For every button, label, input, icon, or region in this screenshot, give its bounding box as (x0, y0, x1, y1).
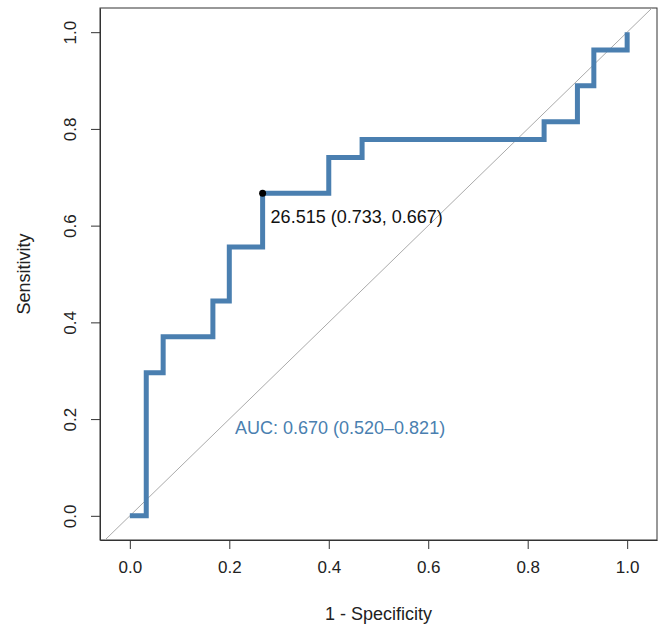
y-tick-label: 0.0 (61, 504, 80, 528)
y-tick: 0.2 (61, 408, 100, 432)
x-tick: 0.6 (417, 540, 441, 577)
y-tick-label: 0.4 (61, 311, 80, 335)
plot-area (100, 8, 657, 540)
x-axis-line (101, 540, 658, 541)
x-tick-label: 0.6 (417, 558, 441, 577)
x-tick-label: 0.8 (516, 558, 540, 577)
auc-label: AUC: 0.670 (0.520–0.821) (235, 418, 445, 438)
y-tick-mark (91, 322, 100, 323)
y-tick-label: 0.8 (61, 118, 80, 142)
y-tick: 0.8 (61, 118, 100, 142)
x-axis-title: 1 - Specificity (325, 604, 432, 624)
y-tick-label: 0.6 (61, 214, 80, 238)
x-tick-mark (428, 540, 429, 549)
x-tick: 0.0 (119, 540, 143, 577)
y-tick-mark (91, 419, 100, 420)
x-tick-mark (229, 540, 230, 549)
chart: 0.0 0.2 0.4 0.6 0.8 1.0 0.0 0.2 0.4 0.6 0.8 1.0 1 - … (0, 0, 672, 639)
y-tick-label: 0.2 (61, 408, 80, 432)
y-tick-mark (91, 32, 100, 33)
x-tick: 0.4 (317, 540, 341, 577)
y-tick-mark (91, 226, 100, 227)
roc-curve (130, 32, 627, 516)
y-tick: 0.0 (61, 504, 100, 528)
x-tick: 0.8 (516, 540, 540, 577)
y-tick-mark (91, 129, 100, 130)
y-tick-label: 1.0 (61, 21, 80, 45)
x-tick-label: 1.0 (616, 558, 640, 577)
x-axis: 0.0 0.2 0.4 0.6 0.8 1.0 (101, 540, 658, 577)
y-axis-line (100, 9, 101, 541)
x-tick-mark (528, 540, 529, 549)
x-tick: 0.2 (218, 540, 242, 577)
x-tick-label: 0.4 (317, 558, 341, 577)
y-tick-mark (91, 516, 100, 517)
y-axis-title: Sensitivity (14, 233, 34, 314)
x-tick-mark (329, 540, 330, 549)
y-tick: 0.4 (61, 311, 100, 335)
x-tick: 1.0 (616, 540, 640, 577)
x-tick-mark (130, 540, 131, 549)
x-tick-label: 0.0 (119, 558, 143, 577)
x-tick-mark (627, 540, 628, 549)
x-tick-label: 0.2 (218, 558, 242, 577)
best-threshold-point (259, 190, 266, 197)
y-tick: 0.6 (61, 214, 100, 238)
y-axis: 0.0 0.2 0.4 0.6 0.8 1.0 (61, 9, 101, 541)
reference-line (100, 8, 657, 540)
best-threshold-label: 26.515 (0.733, 0.667) (271, 207, 443, 227)
y-tick: 1.0 (61, 21, 100, 45)
